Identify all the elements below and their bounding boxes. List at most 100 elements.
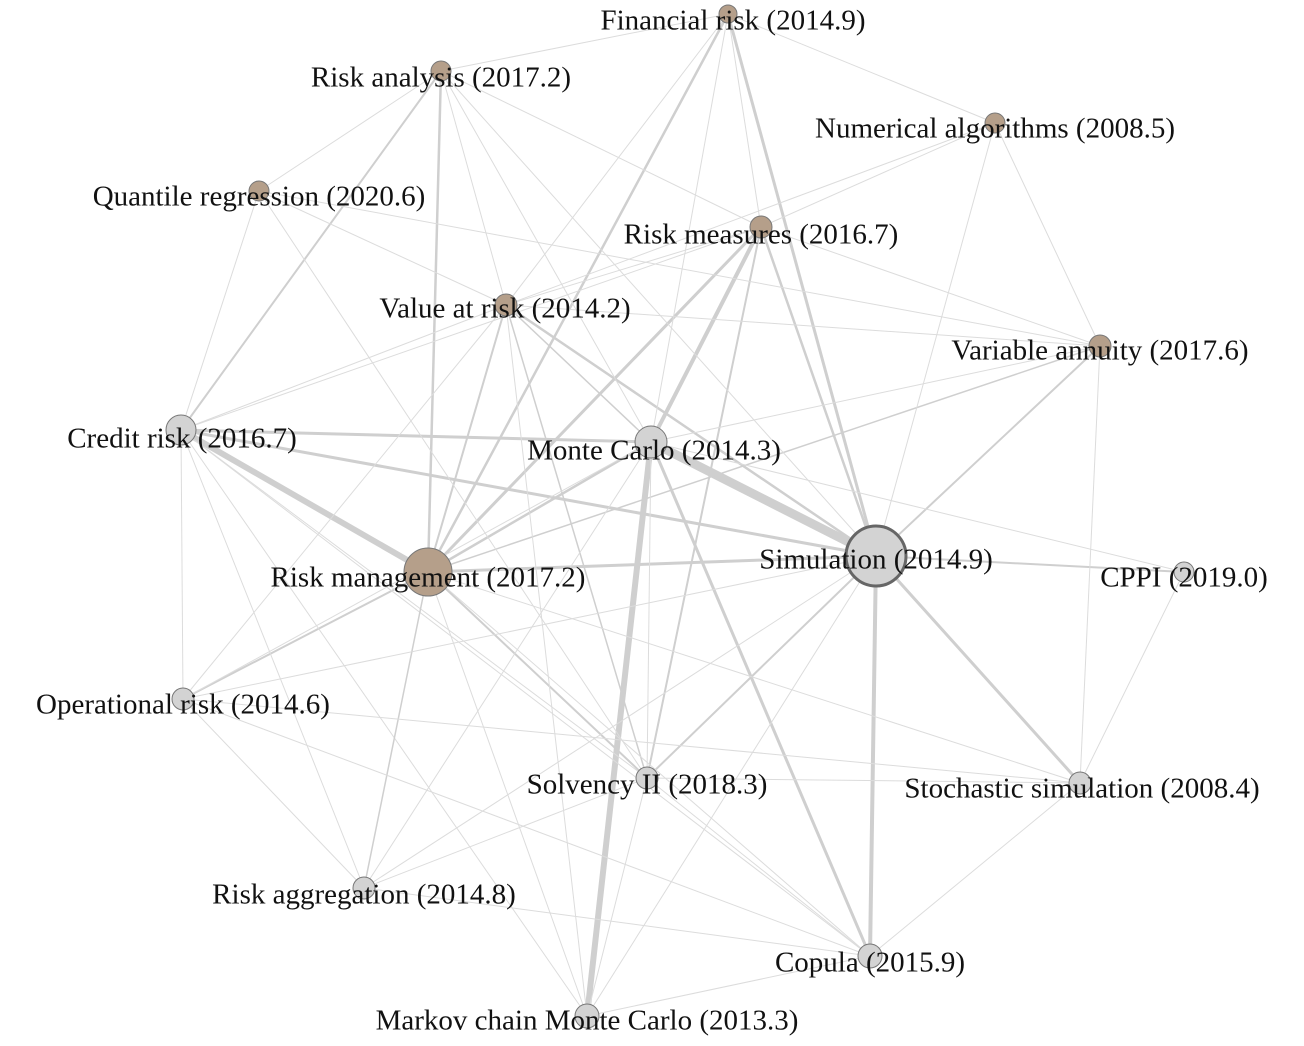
node	[749, 215, 773, 239]
edge	[650, 345, 1101, 443]
edge	[505, 226, 762, 306]
edge	[505, 304, 588, 1017]
node-label: Value at risk (2014.2)	[379, 293, 630, 325]
node	[1173, 561, 1195, 583]
edge	[258, 190, 507, 306]
node-label: Markov chain Monte Carlo (2013.3)	[376, 1005, 799, 1037]
edge	[182, 698, 1081, 784]
edge	[182, 304, 507, 700]
node	[171, 687, 195, 711]
edge	[258, 190, 648, 779]
edge	[875, 122, 996, 557]
edge	[426, 440, 653, 574]
edge	[586, 777, 648, 1017]
edge	[649, 225, 763, 444]
node	[430, 60, 452, 82]
node	[857, 943, 883, 969]
edge	[427, 345, 1101, 573]
edge	[586, 955, 871, 1017]
edge	[363, 887, 871, 957]
node-label: Solvency II (2018.3)	[527, 769, 768, 801]
edge	[440, 13, 729, 72]
edge	[505, 13, 729, 306]
edge	[504, 303, 878, 558]
edge	[427, 571, 871, 957]
edge	[646, 777, 871, 957]
edge	[180, 429, 365, 889]
node-label: Stochastic simulation (2008.4)	[904, 773, 1259, 805]
edge	[505, 304, 648, 779]
edge	[180, 304, 507, 431]
node-label: Risk management (2017.2)	[271, 562, 586, 594]
edge	[182, 555, 877, 700]
edge	[180, 226, 762, 431]
edge	[427, 571, 588, 1017]
node-label: Copula (2015.9)	[775, 947, 965, 979]
edge	[646, 437, 881, 561]
edge	[258, 70, 442, 192]
node	[844, 524, 908, 588]
edge	[646, 441, 652, 779]
node	[635, 766, 659, 790]
edge	[426, 554, 878, 574]
edge	[182, 698, 365, 889]
edge	[180, 429, 871, 957]
node-label: Quantile regression (2020.6)	[93, 181, 426, 213]
edge	[426, 69, 443, 574]
labels: Financial risk (2014.9) Risk analysis (20…	[36, 5, 1268, 1037]
edge	[440, 70, 762, 228]
node-label: Risk measures (2016.7)	[624, 219, 899, 251]
node	[984, 112, 1006, 134]
edge	[363, 555, 877, 889]
edge	[646, 777, 1081, 784]
edge	[363, 441, 652, 889]
edge	[650, 13, 729, 443]
node-label: Financial risk (2014.9)	[601, 5, 866, 37]
node-label: Numerical algorithms (2008.5)	[815, 113, 1175, 145]
edge	[427, 571, 648, 779]
edge	[869, 782, 1081, 957]
edge	[505, 304, 652, 443]
edge	[586, 555, 877, 1017]
edge	[180, 429, 588, 1017]
node	[165, 414, 197, 446]
edges	[178, 12, 1185, 1019]
edge	[584, 439, 654, 1019]
node-label: Risk aggregation (2014.8)	[212, 879, 516, 911]
node	[1088, 334, 1112, 358]
edge	[760, 122, 996, 228]
node-label: Monte Carlo (2014.3)	[527, 435, 781, 467]
node	[574, 1003, 600, 1029]
edge	[178, 427, 431, 575]
edge	[182, 698, 871, 957]
edge	[258, 190, 1101, 347]
edge	[440, 70, 877, 557]
node-label: Variable annuity (2017.6)	[951, 335, 1248, 367]
node-label: Credit risk (2016.7)	[67, 423, 297, 455]
node-label: Risk analysis (2017.2)	[311, 62, 571, 94]
node	[1068, 771, 1092, 795]
edge	[182, 571, 429, 700]
edge	[874, 554, 1082, 785]
edge	[427, 571, 1081, 784]
node	[718, 4, 738, 24]
edge	[646, 555, 877, 779]
node	[634, 425, 668, 459]
edge	[868, 554, 878, 958]
edge	[505, 122, 996, 306]
edge	[440, 70, 507, 306]
edge	[650, 441, 1185, 573]
node	[494, 293, 518, 317]
edge	[363, 777, 648, 889]
edge	[180, 429, 184, 700]
edge	[875, 345, 1101, 557]
node-label: Simulation (2014.9)	[759, 544, 993, 576]
edge	[426, 225, 763, 574]
edge	[427, 304, 507, 573]
edge	[646, 226, 762, 779]
node	[352, 876, 376, 900]
edge	[649, 440, 872, 958]
edge	[1079, 345, 1101, 784]
node	[403, 547, 453, 597]
